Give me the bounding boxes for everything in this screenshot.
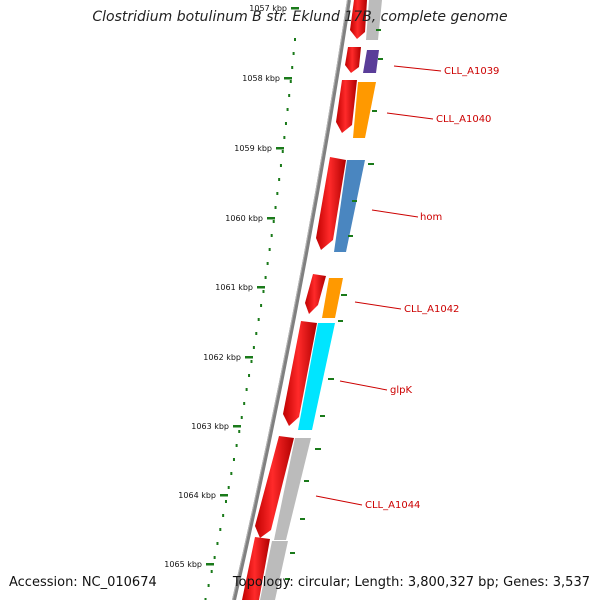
forward-cds-arrow <box>283 321 317 426</box>
scale-minor-tick <box>257 318 260 321</box>
scale-tick-label: 1058 kbp <box>242 74 280 83</box>
scale-minor-tick <box>294 38 296 41</box>
scale-tick-label: 1062 kbp <box>203 353 241 362</box>
scale-minor-tick <box>278 178 281 181</box>
gene-leader-line <box>339 380 388 391</box>
genome-backbone <box>232 0 351 600</box>
scale-minor-tick <box>286 108 289 111</box>
scale-minor-tick <box>279 164 282 167</box>
scale-minor-tick <box>232 458 235 461</box>
scale-minor-tick <box>252 346 255 349</box>
scale-minor-tick <box>276 192 279 195</box>
gene-leader-line <box>393 65 442 72</box>
scale-minor-tick <box>210 570 213 573</box>
grey-cds-block <box>260 541 288 600</box>
gene-leader-line <box>371 209 419 218</box>
scale-major-tick <box>233 425 241 428</box>
scale-minor-tick <box>291 66 294 69</box>
scale-minor-tick <box>238 430 241 433</box>
scale-minor-tick <box>268 248 271 251</box>
orange-cds-block <box>353 82 376 138</box>
scale-minor-tick <box>213 556 216 559</box>
forward-cds-arrow <box>350 0 367 39</box>
scale-minor-tick <box>272 220 275 223</box>
scale-minor-tick <box>283 136 286 139</box>
scale-minor-tick <box>274 206 277 209</box>
scale-minor-tick <box>250 360 253 363</box>
scale-minor-tick <box>219 528 222 531</box>
gene-label[interactable]: CLL_A1044 <box>365 500 420 511</box>
scale-minor-tick <box>270 234 273 237</box>
forward-cds-arrow <box>255 436 294 538</box>
scale-tick-label: 1061 kbp <box>215 283 253 292</box>
forward-strand-cds <box>242 0 367 600</box>
purple-cds-block <box>363 50 379 73</box>
scale-minor-tick <box>248 374 251 377</box>
scale-major-tick <box>220 494 228 497</box>
feature-edge-ticks <box>285 29 383 580</box>
scale-minor-tick <box>207 584 210 587</box>
forward-cds-arrow <box>305 274 326 314</box>
reverse-strand-cds <box>260 0 382 600</box>
scale-major-tick <box>291 7 299 10</box>
scale-minor-tick <box>281 150 284 153</box>
gene-label[interactable]: CLL_A1040 <box>436 114 491 125</box>
genome-backbone-highlight <box>232 0 348 600</box>
scale-major-tick <box>245 356 253 359</box>
forward-cds-arrow <box>345 47 361 73</box>
genome-summary-text: Topology: circular; Length: 3,800,327 bp… <box>232 575 590 590</box>
scale-tick-label: 1065 kbp <box>164 560 202 569</box>
scale-minor-tick <box>262 290 265 293</box>
scale-minor-tick <box>216 542 219 545</box>
scale-minor-tick <box>245 388 248 391</box>
gene-leader-line <box>386 112 434 120</box>
accession-text: Accession: NC_010674 <box>9 575 157 590</box>
scale-minor-tick <box>266 262 269 265</box>
scale-tick-label: 1063 kbp <box>191 422 229 431</box>
scale-minor-tick <box>260 304 263 307</box>
scale-minor-tick <box>227 486 230 489</box>
gene-leader-line <box>315 495 363 506</box>
gene-label[interactable]: CLL_A1039 <box>444 66 499 77</box>
scale-major-tick <box>267 217 275 220</box>
scale-minor-tick <box>289 80 292 83</box>
scale-minor-tick <box>230 472 233 475</box>
gene-label[interactable]: hom <box>420 212 442 223</box>
scale-minor-tick <box>240 416 243 419</box>
scale-major-tick <box>276 147 284 150</box>
scale-tick-label: 1060 kbp <box>225 214 263 223</box>
scale-minor-tick <box>255 332 258 335</box>
scale-major-tick <box>206 563 214 566</box>
scale-minor-tick <box>288 94 291 97</box>
gene-label[interactable]: glpK <box>390 385 412 396</box>
scale-minor-tick <box>264 276 267 279</box>
forward-cds-arrow <box>316 157 346 250</box>
map-title: Clostridium botulinum B str. Eklund 17B,… <box>92 9 508 25</box>
scale-track: 1057 kbp 1058 kbp 1059 kbp 1060 kbp 1061 kbp… <box>164 4 299 600</box>
scale-minor-tick <box>243 402 246 405</box>
gene-leader-line <box>354 301 402 310</box>
grey-cds-block <box>274 438 311 540</box>
scale-minor-tick <box>204 598 207 600</box>
forward-cds-arrow <box>336 80 357 133</box>
steelblue-cds-block <box>334 160 365 252</box>
scale-minor-tick <box>222 514 225 517</box>
scale-minor-tick <box>292 52 295 55</box>
forward-cds-arrow <box>242 537 270 600</box>
orange-cds-block <box>322 278 343 318</box>
scale-minor-tick <box>235 444 238 447</box>
cyan-cds-block <box>298 323 335 430</box>
scale-minor-tick <box>224 500 227 503</box>
scale-tick-label: 1059 kbp <box>234 144 272 153</box>
scale-major-tick <box>257 286 265 289</box>
scale-tick-label: 1057 kbp <box>249 4 287 13</box>
scale-major-tick <box>284 77 292 80</box>
scale-minor-tick <box>284 122 287 125</box>
scale-tick-label: 1064 kbp <box>178 491 216 500</box>
gene-label[interactable]: CLL_A1042 <box>404 304 459 315</box>
